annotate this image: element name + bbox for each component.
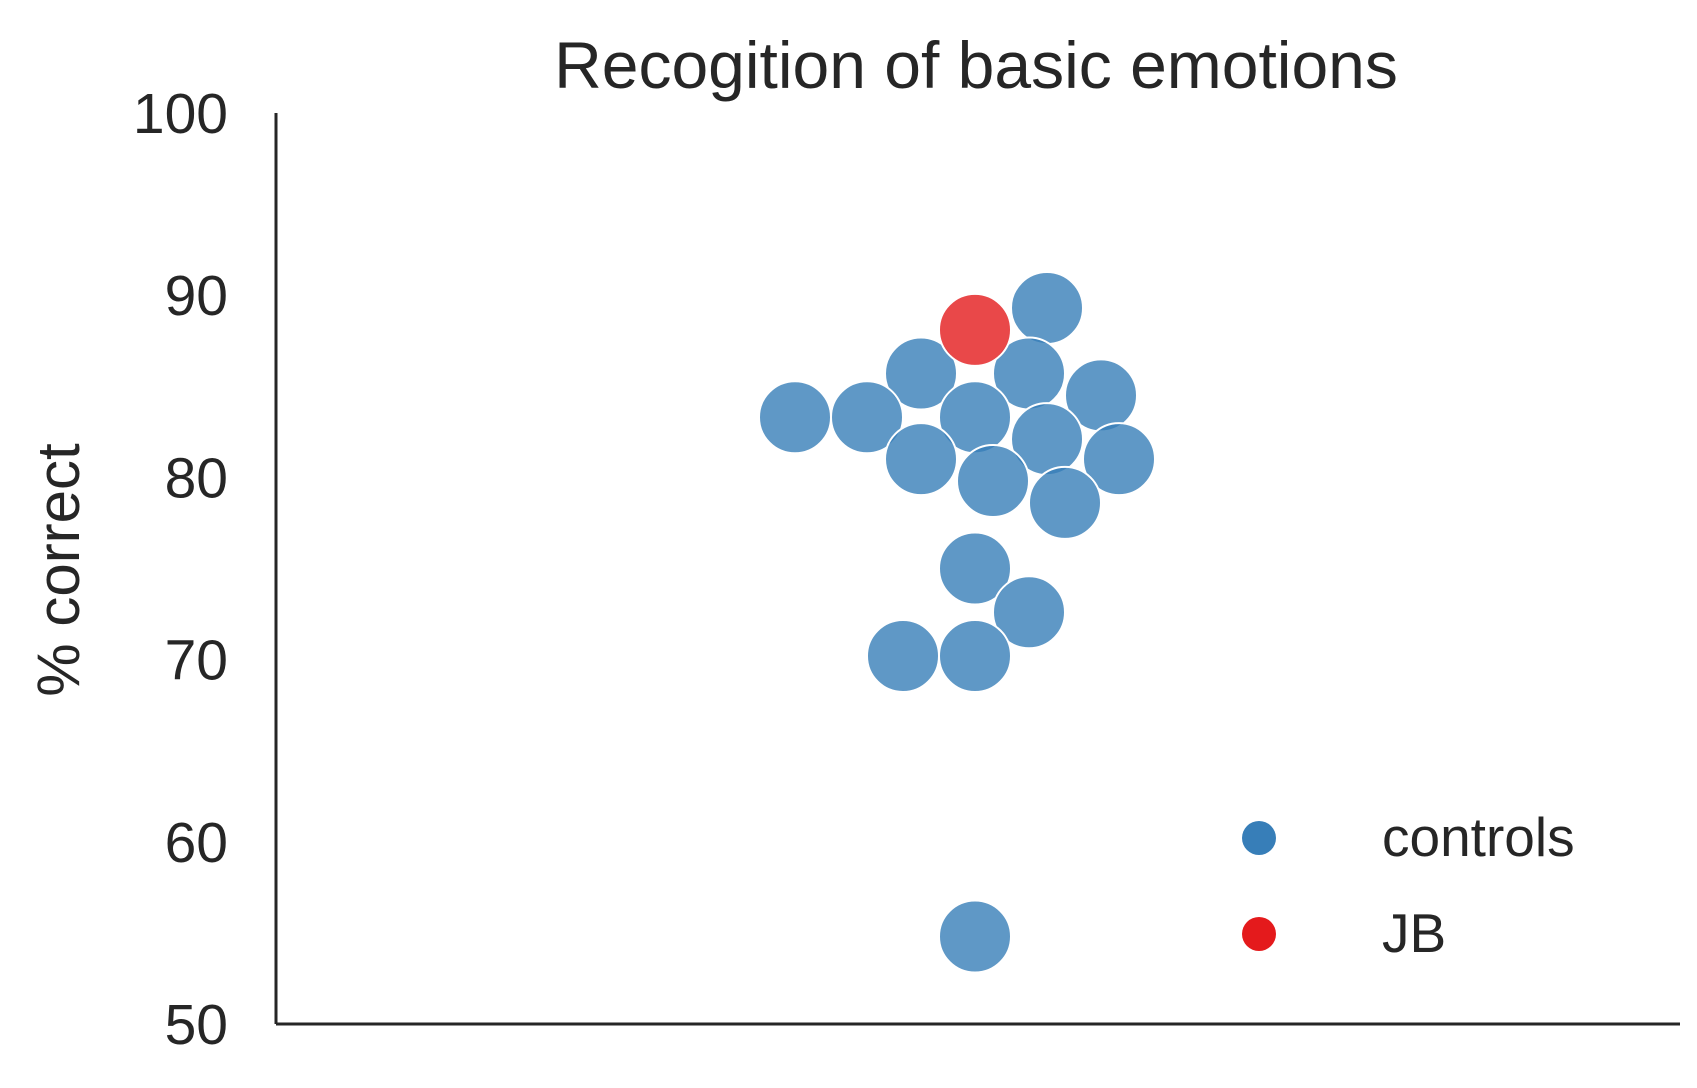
chart-title: Recogition of basic emotions [554, 28, 1398, 102]
legend-marker-controls [1242, 821, 1276, 855]
legend: controls JB [1242, 806, 1575, 964]
point-controls [1028, 465, 1102, 540]
point-controls [758, 380, 832, 455]
point-jb [938, 292, 1012, 367]
y-tick-label: 60 [165, 811, 228, 875]
point-controls [1082, 422, 1156, 497]
point-controls [866, 618, 940, 693]
point-controls [884, 422, 958, 497]
y-tick-label: 80 [165, 446, 228, 510]
point-controls [956, 444, 1030, 519]
point-controls [938, 618, 1012, 693]
point-controls [938, 531, 1012, 606]
y-axis-label: % correct [25, 443, 92, 697]
data-points [758, 270, 1156, 974]
y-ticks: 50 60 70 80 90 100 [133, 82, 228, 1057]
legend-marker-jb [1242, 917, 1276, 951]
point-controls [992, 575, 1066, 650]
point-controls [938, 899, 1012, 974]
legend-label-controls: controls [1382, 806, 1575, 868]
y-tick-label: 50 [165, 993, 228, 1057]
point-controls [884, 336, 958, 411]
point-controls [1010, 270, 1084, 345]
y-tick-label: 90 [165, 264, 228, 328]
legend-label-jb: JB [1382, 902, 1446, 964]
y-tick-label: 70 [165, 629, 228, 693]
y-tick-label: 100 [133, 82, 228, 146]
